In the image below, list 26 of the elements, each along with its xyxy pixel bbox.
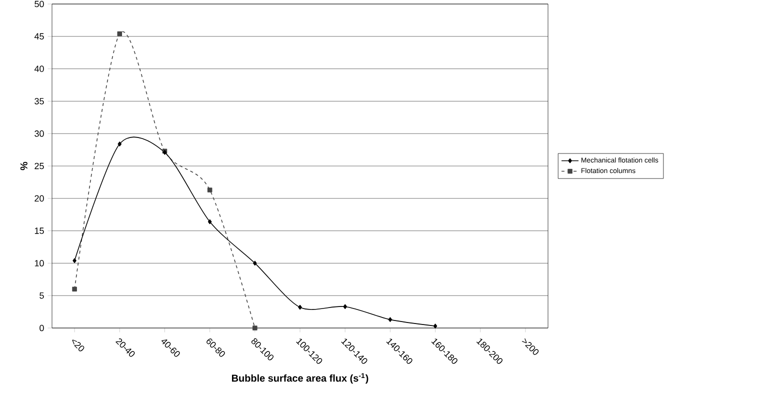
point — [388, 317, 392, 322]
point — [207, 188, 212, 192]
point — [298, 304, 302, 310]
x-axis-title: Bubble surface area flux (s$^{-1}$) — [232, 373, 368, 384]
y-tick-label: 45 — [34, 33, 44, 40]
y-tick-label: 0 — [40, 324, 44, 332]
point — [433, 324, 438, 328]
y-tick-label: 50 — [34, 0, 44, 8]
point — [252, 326, 258, 330]
point — [72, 258, 76, 263]
point — [72, 286, 77, 292]
y-tick-label: 20 — [34, 195, 44, 202]
y-tick-label: 40 — [34, 66, 44, 72]
y-axis-title: % — [20, 162, 28, 170]
y-tick-label: 10 — [34, 260, 44, 266]
y-tick-label: 30 — [34, 130, 44, 137]
x-tick-label: <20 — [72, 340, 84, 352]
point — [343, 304, 347, 310]
point — [253, 260, 257, 266]
point — [208, 219, 212, 224]
y-tick-label: 25 — [34, 162, 44, 170]
point — [118, 142, 122, 146]
y-tick-label: 5 — [40, 292, 44, 299]
point — [117, 31, 122, 36]
y-tick-label: 35 — [34, 98, 44, 104]
y-tick-label: 15 — [34, 228, 44, 234]
